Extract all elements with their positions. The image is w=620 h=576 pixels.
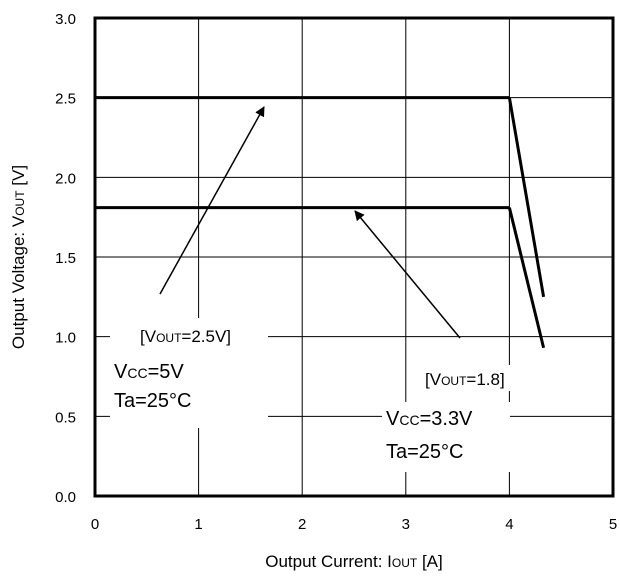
annotation-2-ta: Ta=25°C xyxy=(386,441,464,463)
annotation-1-arrow xyxy=(159,106,265,295)
x-tick-label: 5 xyxy=(609,516,617,533)
annotation-1-vcc: VCC=5V xyxy=(114,361,184,383)
x-tick-label: 0 xyxy=(91,516,99,533)
x-tick-label: 2 xyxy=(298,516,306,533)
series-layer xyxy=(95,96,546,349)
y-axis-label: Output Voltage: VOUT [V] xyxy=(9,165,28,349)
y-tick-label: 2.0 xyxy=(55,170,76,187)
annotation-2-vout-label: [VOUT=1.8] xyxy=(425,370,505,389)
series-2-foldback-line xyxy=(507,207,546,349)
annotation-1-vout-label: [VOUT=2.5V] xyxy=(140,327,231,346)
annotation-2-vcc-background xyxy=(382,402,510,472)
annotation-1-background xyxy=(110,318,268,428)
y-tick-label: 0.0 xyxy=(55,489,76,506)
y-tick-label: 1.0 xyxy=(55,330,76,347)
x-tick-label: 4 xyxy=(505,516,513,533)
annotation-2-arrow xyxy=(354,210,461,339)
annotation-2-label-background xyxy=(420,365,540,391)
y-tick-label: 3.0 xyxy=(55,11,76,28)
y-tick-label: 0.5 xyxy=(55,409,76,426)
x-axis-label: Output Current: IOUT [A] xyxy=(265,552,442,571)
plot-frame xyxy=(93,16,615,498)
annotation-2-vcc: VCC=3.3V xyxy=(386,408,473,430)
x-tick-label: 1 xyxy=(194,516,202,533)
series-1-foldback-line xyxy=(507,97,546,298)
annotation-1-ta: Ta=25°C xyxy=(114,390,192,412)
y-tick-label: 2.5 xyxy=(55,91,76,108)
x-tick-label: 3 xyxy=(402,516,410,533)
ticks-layer: 0 1 2 3 4 5 0.0 0.5 1.0 1.5 2.0 2.5 3.0 xyxy=(55,11,617,533)
y-tick-label: 1.5 xyxy=(55,250,76,267)
